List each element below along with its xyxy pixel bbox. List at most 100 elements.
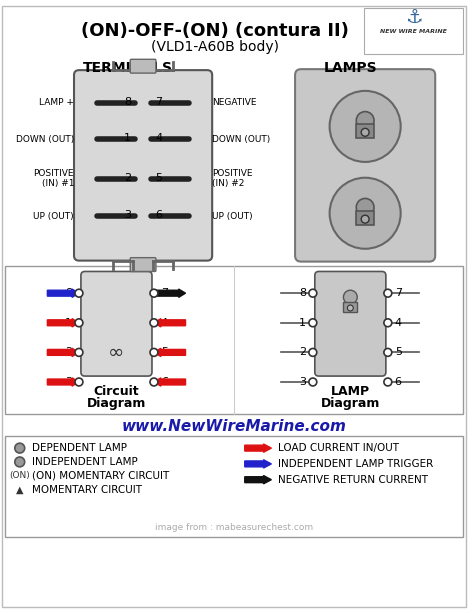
Text: MOMENTARY CIRCUIT: MOMENTARY CIRCUIT — [32, 484, 142, 495]
Circle shape — [309, 319, 317, 327]
FancyArrow shape — [154, 348, 185, 357]
Text: 7: 7 — [161, 288, 168, 298]
FancyArrow shape — [245, 444, 272, 452]
Circle shape — [329, 178, 401, 249]
Text: DOWN (OUT): DOWN (OUT) — [16, 135, 74, 143]
FancyArrow shape — [154, 378, 185, 386]
Text: DOWN (OUT): DOWN (OUT) — [212, 135, 271, 143]
Text: 3: 3 — [124, 210, 131, 220]
Text: 8: 8 — [299, 288, 306, 298]
Text: LAMP +: LAMP + — [39, 98, 74, 107]
Text: 5: 5 — [395, 348, 402, 357]
FancyArrow shape — [47, 378, 79, 386]
Text: DEPENDENT LAMP: DEPENDENT LAMP — [32, 443, 127, 453]
FancyArrow shape — [154, 319, 185, 327]
Circle shape — [150, 348, 158, 356]
Text: INDEPENDENT LAMP TRIGGER: INDEPENDENT LAMP TRIGGER — [278, 459, 434, 469]
Text: NEGATIVE: NEGATIVE — [212, 98, 257, 107]
Text: 1: 1 — [65, 318, 72, 328]
Text: 3: 3 — [65, 377, 72, 387]
Text: ∞: ∞ — [109, 343, 125, 362]
Text: 6: 6 — [395, 377, 402, 387]
FancyBboxPatch shape — [130, 257, 156, 272]
Circle shape — [361, 128, 369, 136]
Text: ▲: ▲ — [16, 484, 24, 495]
Circle shape — [309, 348, 317, 356]
Circle shape — [309, 289, 317, 297]
Circle shape — [361, 215, 369, 223]
Text: 2: 2 — [124, 173, 131, 183]
Circle shape — [356, 199, 374, 216]
FancyBboxPatch shape — [356, 211, 374, 225]
Text: (ON) MOMENTARY CIRCUIT: (ON) MOMENTARY CIRCUIT — [32, 471, 169, 481]
Text: POSITIVE
(IN) #2: POSITIVE (IN) #2 — [212, 169, 253, 188]
Circle shape — [384, 378, 392, 386]
Circle shape — [18, 446, 22, 450]
FancyBboxPatch shape — [356, 124, 374, 139]
FancyBboxPatch shape — [295, 69, 435, 262]
Circle shape — [150, 289, 158, 297]
Text: ⚓: ⚓ — [405, 9, 422, 28]
Text: 5: 5 — [161, 348, 168, 357]
Text: 3: 3 — [299, 377, 306, 387]
Text: www.NewWireMarine.com: www.NewWireMarine.com — [121, 419, 346, 434]
Text: image from : mabeasurechest.com: image from : mabeasurechest.com — [155, 522, 313, 531]
Text: 7: 7 — [155, 97, 162, 107]
Text: 6: 6 — [161, 377, 168, 387]
Text: Circuit: Circuit — [94, 386, 139, 398]
Text: 4: 4 — [161, 318, 168, 328]
Text: LAMPS: LAMPS — [324, 61, 377, 75]
Circle shape — [347, 305, 353, 311]
Circle shape — [75, 348, 83, 356]
Text: (ON)-OFF-(ON) (contura II): (ON)-OFF-(ON) (contura II) — [81, 22, 349, 40]
Circle shape — [329, 91, 401, 162]
Circle shape — [75, 289, 83, 297]
Text: LAMP: LAMP — [331, 386, 370, 398]
Text: 2: 2 — [299, 348, 306, 357]
FancyBboxPatch shape — [2, 6, 466, 607]
FancyArrow shape — [245, 460, 272, 468]
FancyBboxPatch shape — [130, 59, 156, 73]
Text: UP (OUT): UP (OUT) — [33, 211, 74, 221]
FancyArrow shape — [47, 348, 79, 357]
Text: TERMINALS: TERMINALS — [83, 61, 173, 75]
Text: Diagram: Diagram — [320, 397, 380, 410]
Circle shape — [150, 319, 158, 327]
Circle shape — [356, 112, 374, 129]
Text: (VLD1-A60B body): (VLD1-A60B body) — [151, 40, 279, 53]
FancyBboxPatch shape — [74, 70, 212, 261]
Text: Diagram: Diagram — [87, 397, 146, 410]
Text: NEW WIRE MARINE: NEW WIRE MARINE — [380, 29, 447, 34]
Text: 2: 2 — [65, 348, 72, 357]
Text: 6: 6 — [155, 210, 162, 220]
Text: 1: 1 — [299, 318, 306, 328]
Text: POSITIVE
(IN) #1: POSITIVE (IN) #1 — [34, 169, 74, 188]
Text: NEGATIVE RETURN CURRENT: NEGATIVE RETURN CURRENT — [278, 474, 428, 485]
Text: 7: 7 — [395, 288, 402, 298]
Circle shape — [384, 289, 392, 297]
Text: 1: 1 — [124, 133, 131, 143]
Text: 8: 8 — [65, 288, 72, 298]
Text: 5: 5 — [155, 173, 162, 183]
FancyBboxPatch shape — [81, 272, 152, 376]
FancyBboxPatch shape — [5, 265, 463, 414]
Text: 4: 4 — [395, 318, 402, 328]
FancyArrow shape — [245, 476, 272, 484]
FancyBboxPatch shape — [5, 436, 463, 537]
Text: 8: 8 — [124, 97, 131, 107]
Circle shape — [15, 457, 25, 467]
FancyBboxPatch shape — [344, 302, 357, 312]
Text: UP (OUT): UP (OUT) — [212, 211, 253, 221]
FancyBboxPatch shape — [364, 8, 463, 55]
Circle shape — [75, 319, 83, 327]
Text: LOAD CURRENT IN/OUT: LOAD CURRENT IN/OUT — [278, 443, 399, 453]
FancyArrow shape — [47, 319, 79, 327]
Text: 4: 4 — [155, 133, 162, 143]
Circle shape — [75, 378, 83, 386]
Circle shape — [384, 348, 392, 356]
FancyArrow shape — [154, 289, 185, 297]
Circle shape — [150, 378, 158, 386]
Text: INDEPENDENT LAMP: INDEPENDENT LAMP — [32, 457, 137, 467]
Circle shape — [309, 378, 317, 386]
FancyBboxPatch shape — [315, 272, 386, 376]
